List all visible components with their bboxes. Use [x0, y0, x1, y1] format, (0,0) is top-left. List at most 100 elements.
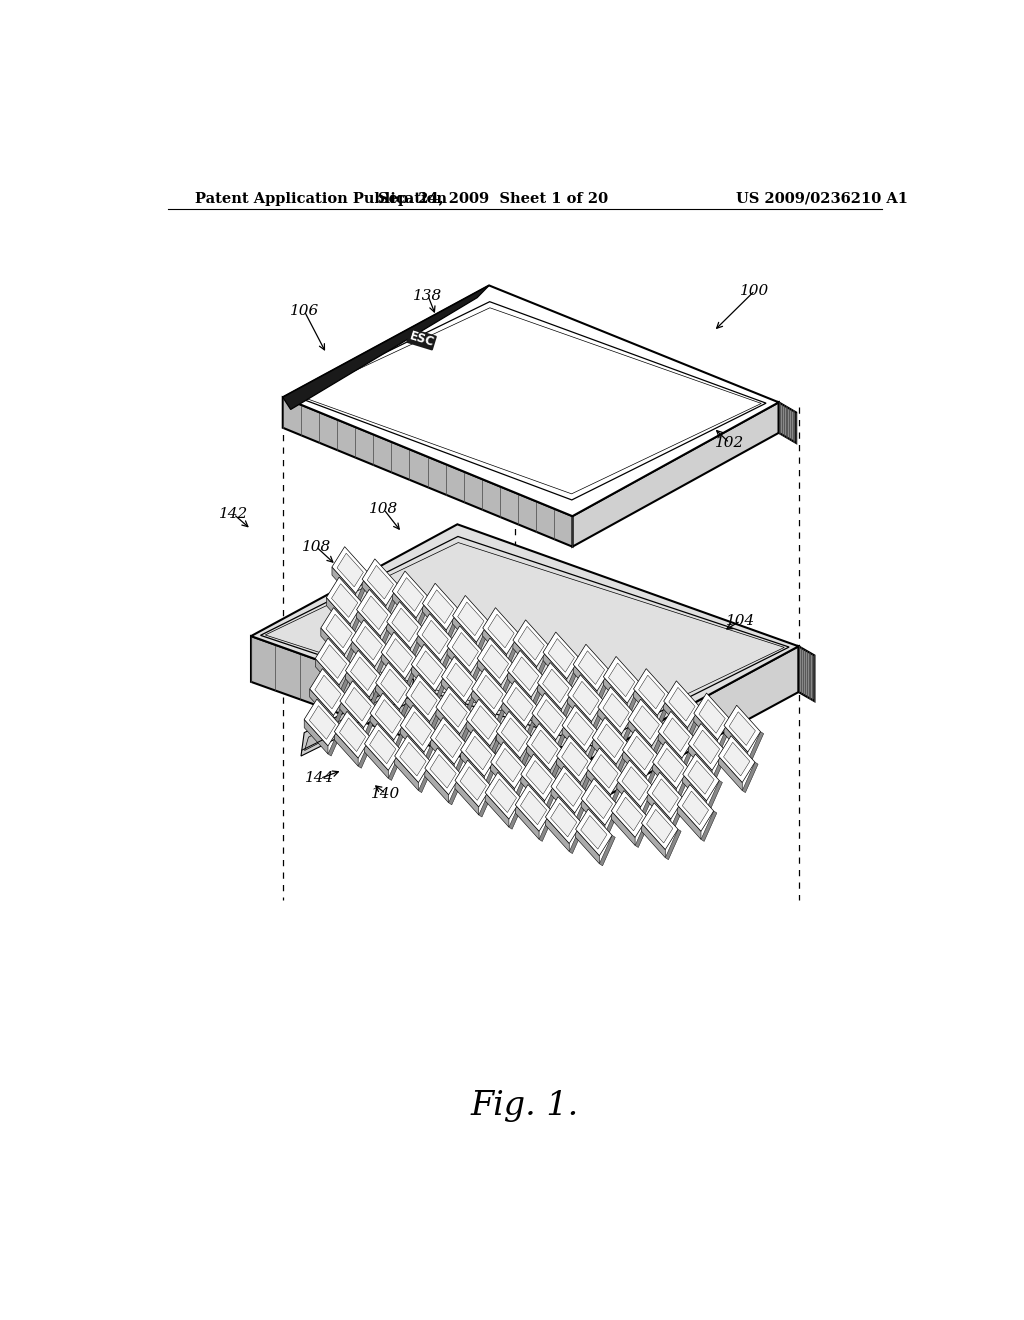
Polygon shape: [526, 760, 552, 795]
Polygon shape: [364, 708, 380, 738]
Polygon shape: [416, 598, 432, 628]
Polygon shape: [447, 626, 483, 673]
Polygon shape: [430, 718, 467, 764]
Polygon shape: [471, 706, 498, 739]
Polygon shape: [514, 768, 530, 799]
Polygon shape: [658, 711, 694, 758]
Polygon shape: [489, 726, 506, 756]
Polygon shape: [455, 744, 470, 775]
Polygon shape: [671, 799, 687, 829]
Polygon shape: [314, 675, 341, 709]
Text: 104: 104: [726, 614, 756, 628]
Polygon shape: [304, 700, 341, 746]
Polygon shape: [551, 787, 574, 821]
Polygon shape: [582, 779, 617, 825]
Polygon shape: [694, 713, 718, 748]
Polygon shape: [365, 744, 388, 779]
Polygon shape: [664, 718, 689, 751]
Polygon shape: [502, 701, 525, 735]
Polygon shape: [628, 737, 653, 770]
Text: ESC: ESC: [408, 330, 435, 350]
Polygon shape: [304, 719, 328, 754]
Polygon shape: [611, 810, 635, 846]
Text: Sep. 24, 2009  Sheet 1 of 20: Sep. 24, 2009 Sheet 1 of 20: [378, 191, 608, 206]
Polygon shape: [538, 682, 561, 718]
Polygon shape: [406, 711, 431, 746]
Polygon shape: [581, 762, 596, 792]
Polygon shape: [477, 675, 503, 709]
Polygon shape: [328, 726, 344, 756]
Polygon shape: [633, 706, 659, 739]
Polygon shape: [362, 558, 398, 606]
Polygon shape: [688, 744, 712, 779]
Polygon shape: [362, 579, 386, 614]
Polygon shape: [507, 634, 522, 664]
Polygon shape: [376, 663, 412, 709]
Polygon shape: [707, 780, 722, 810]
Polygon shape: [370, 693, 407, 739]
Polygon shape: [411, 628, 426, 659]
Polygon shape: [664, 681, 700, 727]
Polygon shape: [598, 708, 622, 742]
Polygon shape: [412, 644, 447, 690]
Polygon shape: [326, 614, 352, 648]
Polygon shape: [669, 688, 695, 721]
Polygon shape: [368, 565, 393, 599]
Polygon shape: [392, 591, 416, 626]
Polygon shape: [575, 829, 599, 863]
Polygon shape: [460, 767, 486, 800]
Polygon shape: [742, 762, 758, 792]
Polygon shape: [309, 706, 336, 739]
Polygon shape: [251, 524, 799, 758]
Polygon shape: [575, 809, 612, 855]
Polygon shape: [260, 536, 790, 746]
Polygon shape: [425, 748, 462, 795]
Polygon shape: [484, 756, 500, 787]
Polygon shape: [729, 711, 756, 746]
Polygon shape: [386, 639, 413, 672]
Polygon shape: [693, 730, 720, 764]
Polygon shape: [572, 681, 599, 715]
Polygon shape: [455, 780, 479, 814]
Polygon shape: [719, 735, 755, 783]
Polygon shape: [309, 669, 346, 715]
Polygon shape: [321, 607, 357, 655]
Polygon shape: [598, 686, 634, 734]
Polygon shape: [251, 636, 592, 804]
Polygon shape: [334, 731, 358, 766]
Polygon shape: [724, 742, 750, 776]
Polygon shape: [417, 634, 440, 669]
Polygon shape: [380, 616, 396, 647]
Polygon shape: [587, 785, 612, 818]
Polygon shape: [283, 285, 778, 516]
Polygon shape: [687, 708, 703, 738]
Polygon shape: [315, 659, 339, 693]
Polygon shape: [605, 805, 621, 836]
Polygon shape: [345, 634, 360, 664]
Polygon shape: [334, 696, 349, 726]
Polygon shape: [646, 809, 673, 843]
Polygon shape: [526, 723, 563, 771]
Polygon shape: [561, 742, 588, 776]
Polygon shape: [561, 689, 578, 719]
Polygon shape: [455, 760, 492, 807]
Polygon shape: [339, 664, 355, 696]
Polygon shape: [370, 730, 396, 764]
Text: 106: 106: [290, 304, 318, 318]
Polygon shape: [611, 791, 648, 837]
Polygon shape: [332, 583, 357, 618]
Polygon shape: [573, 664, 597, 700]
Polygon shape: [597, 671, 613, 701]
Polygon shape: [283, 397, 572, 546]
Polygon shape: [569, 824, 585, 854]
Polygon shape: [666, 829, 681, 859]
Polygon shape: [574, 792, 591, 824]
Polygon shape: [304, 684, 410, 751]
Polygon shape: [419, 762, 434, 792]
Polygon shape: [652, 779, 679, 813]
Polygon shape: [381, 632, 418, 678]
Polygon shape: [490, 779, 516, 813]
Polygon shape: [507, 651, 544, 697]
Polygon shape: [394, 719, 410, 750]
Polygon shape: [657, 696, 673, 726]
